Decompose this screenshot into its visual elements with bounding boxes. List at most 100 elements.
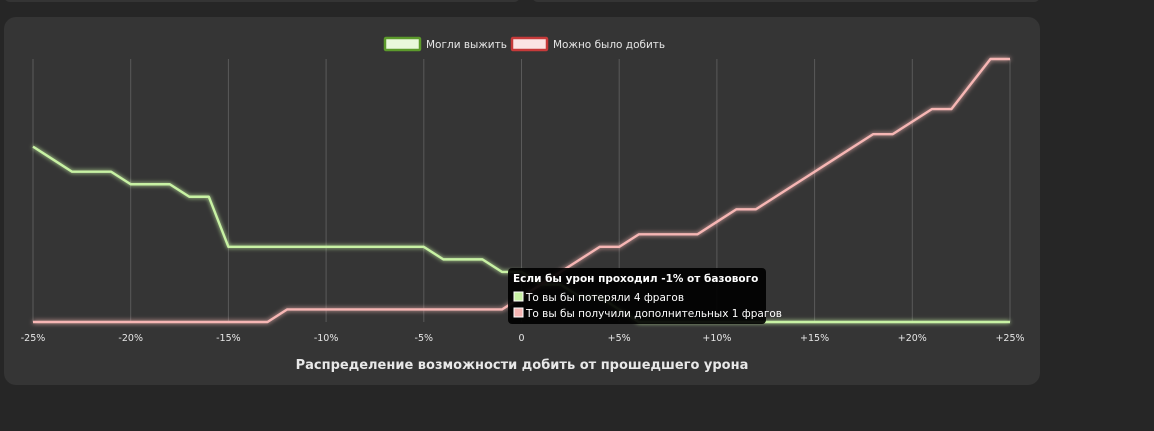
legend-item-survived[interactable]: Могли выжить: [383, 36, 507, 52]
point-killable[interactable]: [636, 231, 642, 237]
point-killable[interactable]: [421, 306, 427, 312]
point-survived[interactable]: [421, 244, 427, 250]
point-killable[interactable]: [714, 219, 720, 225]
point-survived[interactable]: [870, 319, 876, 325]
point-killable[interactable]: [773, 194, 779, 200]
point-survived[interactable]: [225, 244, 231, 250]
point-survived[interactable]: [343, 244, 349, 250]
point-killable[interactable]: [206, 319, 212, 325]
point-killable[interactable]: [343, 306, 349, 312]
point-killable[interactable]: [186, 319, 192, 325]
point-killable[interactable]: [890, 131, 896, 137]
point-killable[interactable]: [675, 231, 681, 237]
tooltip-title: Если бы урон проходил -1% от базового: [513, 273, 758, 285]
point-survived[interactable]: [147, 181, 153, 187]
point-survived[interactable]: [382, 244, 388, 250]
point-killable[interactable]: [225, 319, 231, 325]
point-killable[interactable]: [69, 319, 75, 325]
point-killable[interactable]: [440, 306, 446, 312]
tooltip-line-survived: То вы бы потеряли 4 фрагов: [525, 292, 684, 304]
point-killable[interactable]: [1007, 56, 1013, 62]
point-killable[interactable]: [30, 319, 36, 325]
point-killable[interactable]: [616, 244, 622, 250]
point-killable[interactable]: [968, 81, 974, 87]
point-killable[interactable]: [362, 306, 368, 312]
point-survived[interactable]: [460, 256, 466, 262]
point-killable[interactable]: [851, 144, 857, 150]
point-killable[interactable]: [929, 106, 935, 112]
point-survived[interactable]: [440, 256, 446, 262]
point-survived[interactable]: [89, 169, 95, 175]
point-survived[interactable]: [245, 244, 251, 250]
point-killable[interactable]: [792, 181, 798, 187]
point-killable[interactable]: [264, 319, 270, 325]
x-axis-ticks: -25% -20% -15% -10% -5% 0 +5% +10% +15% +20% +25%: [21, 333, 1025, 344]
point-survived[interactable]: [50, 156, 56, 162]
point-killable[interactable]: [167, 319, 173, 325]
point-killable[interactable]: [382, 306, 388, 312]
point-survived[interactable]: [909, 319, 915, 325]
point-survived[interactable]: [812, 319, 818, 325]
point-survived[interactable]: [792, 319, 798, 325]
point-survived[interactable]: [479, 256, 485, 262]
point-survived[interactable]: [890, 319, 896, 325]
point-survived[interactable]: [206, 194, 212, 200]
point-survived[interactable]: [929, 319, 935, 325]
tooltip: Если бы урон проходил -1% от базового То…: [508, 268, 782, 324]
tooltip-line-killable: То вы бы получили дополнительных 1 фраго…: [525, 308, 782, 320]
point-survived[interactable]: [69, 169, 75, 175]
point-survived[interactable]: [128, 181, 134, 187]
point-survived[interactable]: [401, 244, 407, 250]
point-killable[interactable]: [128, 319, 134, 325]
point-survived[interactable]: [499, 269, 505, 275]
point-survived[interactable]: [362, 244, 368, 250]
point-survived[interactable]: [851, 319, 857, 325]
point-survived[interactable]: [831, 319, 837, 325]
point-survived[interactable]: [264, 244, 270, 250]
point-killable[interactable]: [284, 306, 290, 312]
point-survived[interactable]: [30, 144, 36, 150]
point-killable[interactable]: [499, 306, 505, 312]
point-survived[interactable]: [304, 244, 310, 250]
point-killable[interactable]: [323, 306, 329, 312]
point-killable[interactable]: [948, 106, 954, 112]
point-survived[interactable]: [948, 319, 954, 325]
point-killable[interactable]: [694, 231, 700, 237]
x-tick-label: +5%: [608, 333, 631, 344]
point-killable[interactable]: [304, 306, 310, 312]
point-killable[interactable]: [245, 319, 251, 325]
point-killable[interactable]: [870, 131, 876, 137]
point-killable[interactable]: [577, 256, 583, 262]
point-killable[interactable]: [50, 319, 56, 325]
point-killable[interactable]: [597, 244, 603, 250]
point-killable[interactable]: [909, 119, 915, 125]
point-killable[interactable]: [89, 319, 95, 325]
x-tick-label: -10%: [314, 333, 339, 344]
point-killable[interactable]: [733, 206, 739, 212]
point-survived[interactable]: [987, 319, 993, 325]
legend-item-killable[interactable]: Можно было добить: [510, 36, 665, 52]
point-killable[interactable]: [812, 169, 818, 175]
point-killable[interactable]: [401, 306, 407, 312]
point-survived[interactable]: [186, 194, 192, 200]
point-killable[interactable]: [108, 319, 114, 325]
x-tick-label: -5%: [415, 333, 434, 344]
legend[interactable]: Могли выжить Можно было добить: [383, 36, 665, 52]
tooltip-swatch-survived: [513, 291, 524, 302]
point-survived[interactable]: [167, 181, 173, 187]
point-survived[interactable]: [323, 244, 329, 250]
point-survived[interactable]: [284, 244, 290, 250]
point-killable[interactable]: [147, 319, 153, 325]
x-tick-label: -20%: [118, 333, 143, 344]
point-killable[interactable]: [831, 156, 837, 162]
point-killable[interactable]: [479, 306, 485, 312]
point-killable[interactable]: [753, 206, 759, 212]
point-survived[interactable]: [968, 319, 974, 325]
point-survived[interactable]: [108, 169, 114, 175]
point-survived[interactable]: [1007, 319, 1013, 325]
tooltip-box: [508, 268, 766, 324]
point-killable[interactable]: [987, 56, 993, 62]
chart-card: Могли выжить Можно было добить -25% -20% -…: [4, 17, 1040, 385]
point-killable[interactable]: [655, 231, 661, 237]
point-killable[interactable]: [460, 306, 466, 312]
